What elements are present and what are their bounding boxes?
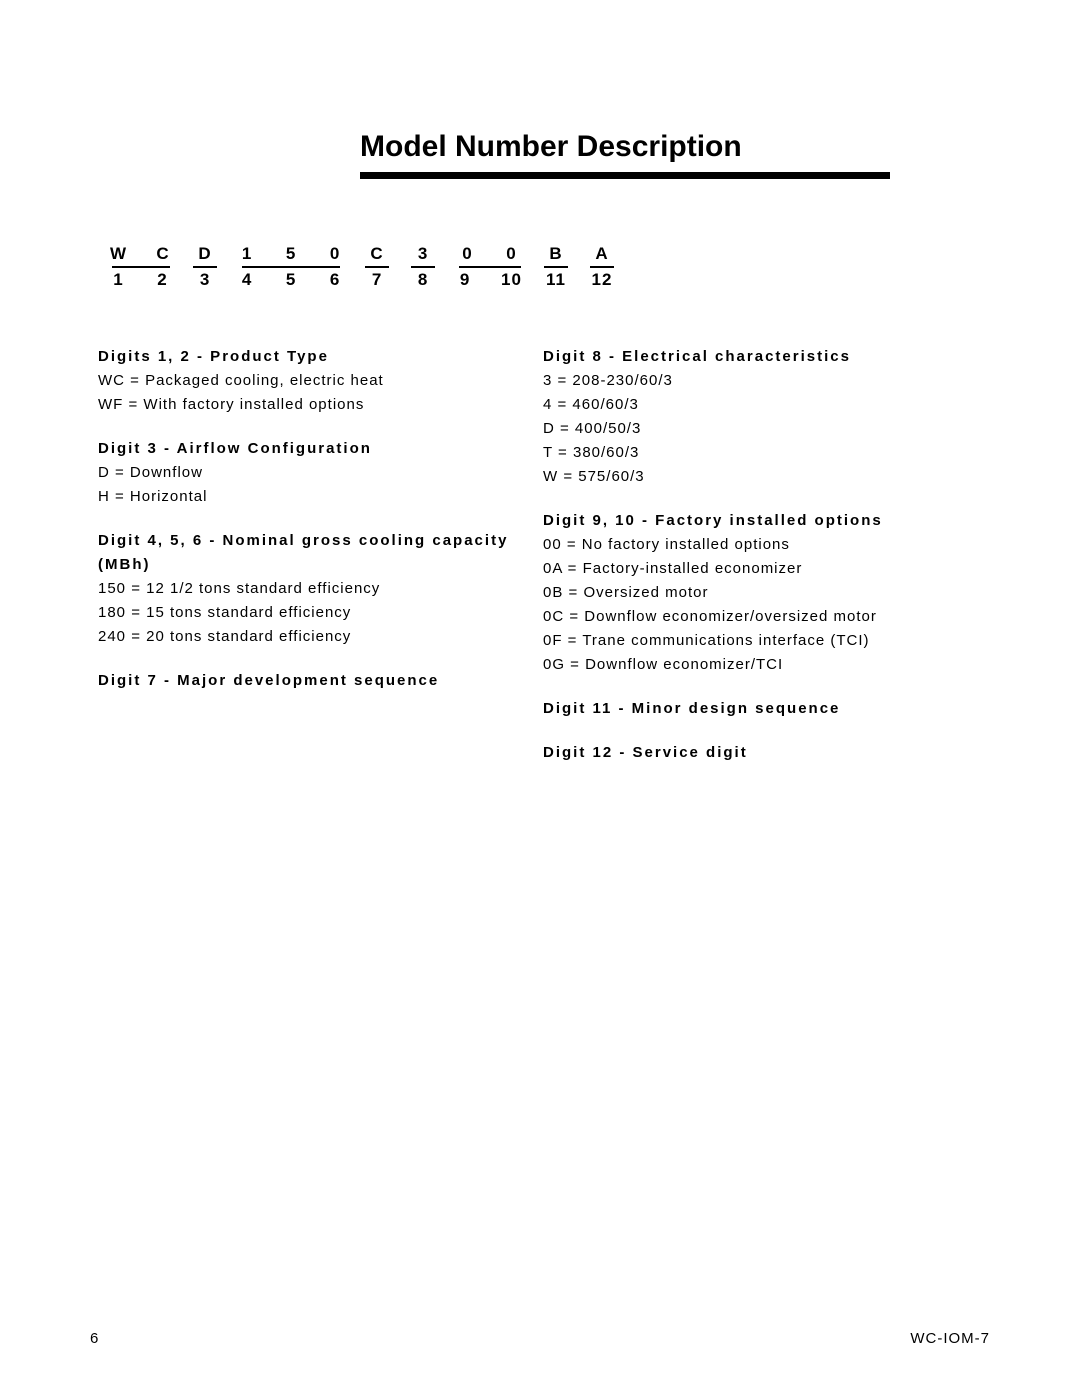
model-position: 4 [239, 270, 255, 290]
model-underline [242, 266, 340, 268]
model-group-3: 1 5 0 4 5 6 [239, 244, 343, 290]
model-number-grid: WC12D3150456C73800910B11A12 [110, 244, 990, 290]
definition-line: 3 = 208-230/60/3 [543, 369, 943, 393]
model-chars-row: B [548, 244, 564, 264]
definition-line: 0C = Downflow economizer/oversized motor [543, 605, 943, 629]
digit-12-title: Digit 12 - Service digit [543, 741, 943, 765]
model-char: D [197, 244, 213, 264]
definition-line: 180 = 15 tons standard efficiency [98, 601, 543, 625]
model-char: 0 [504, 244, 520, 264]
model-group-6: 00910 [457, 244, 522, 290]
model-chars-row: D [197, 244, 213, 264]
model-positions-row: 11 [546, 270, 566, 290]
model-positions-row: 12 [111, 270, 171, 290]
model-chars-row: 00 [460, 244, 520, 264]
model-group-2: D3 [193, 244, 217, 290]
section-title: Digits 1, 2 - Product Type [98, 345, 543, 369]
definition-line: 0F = Trane communications interface (TCI… [543, 629, 943, 653]
body-columns: Digits 1, 2 - Product TypeWC = Packaged … [98, 345, 990, 765]
model-position: 5 [283, 270, 299, 290]
model-underline [365, 266, 389, 268]
definition-line: T = 380/60/3 [543, 441, 943, 465]
definition-section: Digit 4, 5, 6 - Nominal gross cooling ca… [98, 529, 543, 649]
definition-section: Digit 9, 10 - Factory installed options0… [543, 509, 943, 677]
model-chars-row: C [369, 244, 385, 264]
model-positions-row: 9 10 [457, 270, 522, 290]
definition-section: Digit 3 - Airflow ConfigurationD = Downf… [98, 437, 543, 509]
section-title: Digit 8 - Electrical characteristics [543, 345, 943, 369]
model-char: 0 [327, 244, 343, 264]
model-chars-row: 1 5 0 [239, 244, 343, 264]
model-char: C [155, 244, 171, 264]
model-char: A [594, 244, 610, 264]
title-rule [360, 172, 890, 179]
definition-line: 150 = 12 1/2 tons standard efficiency [98, 577, 543, 601]
model-positions-row: 7 [369, 270, 385, 290]
page-title: Model Number Description [360, 130, 990, 164]
model-group-5: 38 [411, 244, 435, 290]
model-group-7: B 11 [544, 244, 568, 290]
page: Model Number Description WC12D3150456C73… [0, 0, 1080, 1397]
model-underline [590, 266, 614, 268]
digit-11-title: Digit 11 - Minor design sequence [543, 697, 943, 721]
definition-section: Digits 1, 2 - Product TypeWC = Packaged … [98, 345, 543, 417]
definition-line: 0G = Downflow economizer/TCI [543, 653, 943, 677]
model-position: 11 [546, 270, 566, 290]
model-group-1: WC12 [110, 244, 171, 290]
definition-line: WF = With factory installed options [98, 393, 543, 417]
model-underline [544, 266, 568, 268]
definition-line: 0A = Factory-installed economizer [543, 557, 943, 581]
section-title: Digit 4, 5, 6 - Nominal gross cooling ca… [98, 529, 543, 577]
model-char: C [369, 244, 385, 264]
model-positions-row: 4 5 6 [239, 270, 343, 290]
model-position: 9 [457, 270, 473, 290]
definition-line: WC = Packaged cooling, electric heat [98, 369, 543, 393]
definition-line: D = Downflow [98, 461, 543, 485]
definition-line: H = Horizontal [98, 485, 543, 509]
model-char: B [548, 244, 564, 264]
model-chars-row: A [594, 244, 610, 264]
model-underline [193, 266, 217, 268]
model-chars-row: WC [110, 244, 171, 264]
page-number: 6 [90, 1330, 99, 1347]
model-position: 3 [197, 270, 213, 290]
right-column: Digit 8 - Electrical characteristics3 = … [543, 345, 943, 765]
section-title: Digit 3 - Airflow Configuration [98, 437, 543, 461]
model-group-4: C7 [365, 244, 389, 290]
model-underline [411, 266, 435, 268]
doc-code: WC-IOM-7 [910, 1330, 990, 1347]
model-char: 5 [283, 244, 299, 264]
model-position: 6 [327, 270, 343, 290]
model-position: 7 [369, 270, 385, 290]
footer: 6 WC-IOM-7 [90, 1330, 990, 1347]
left-column: Digits 1, 2 - Product TypeWC = Packaged … [98, 345, 543, 765]
model-position: 8 [415, 270, 431, 290]
model-char: 1 [239, 244, 255, 264]
definition-line: 4 = 460/60/3 [543, 393, 943, 417]
model-positions-row: 12 [592, 270, 613, 290]
definition-section: Digit 8 - Electrical characteristics3 = … [543, 345, 943, 489]
model-position: 10 [501, 270, 522, 290]
definition-line: 00 = No factory installed options [543, 533, 943, 557]
definition-line: W = 575/60/3 [543, 465, 943, 489]
model-group-8: A 12 [590, 244, 614, 290]
model-char: 3 [415, 244, 431, 264]
model-char: W [110, 244, 127, 264]
model-chars-row: 3 [415, 244, 431, 264]
model-position: 12 [592, 270, 613, 290]
definition-section: Digit 7 - Major development sequence [98, 669, 543, 693]
section-title: Digit 9, 10 - Factory installed options [543, 509, 943, 533]
model-underline [112, 266, 170, 268]
model-char: 0 [460, 244, 476, 264]
model-positions-row: 8 [415, 270, 431, 290]
definition-line: D = 400/50/3 [543, 417, 943, 441]
model-position: 2 [155, 270, 171, 290]
definition-line: 240 = 20 tons standard efficiency [98, 625, 543, 649]
model-underline [459, 266, 521, 268]
section-title: Digit 7 - Major development sequence [98, 669, 543, 693]
model-position: 1 [111, 270, 127, 290]
model-positions-row: 3 [197, 270, 213, 290]
definition-line: 0B = Oversized motor [543, 581, 943, 605]
title-block: Model Number Description [360, 130, 990, 179]
